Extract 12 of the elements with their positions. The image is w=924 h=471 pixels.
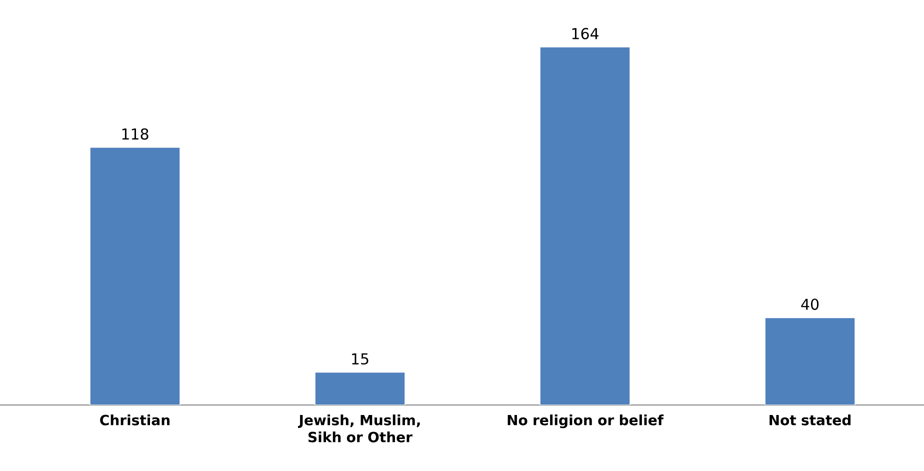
x-tick-label: No religion or belief — [508, 414, 664, 428]
x-tick-label: Not stated — [770, 414, 851, 426]
data-label: 164 — [572, 28, 598, 40]
bar — [764, 317, 856, 405]
data-label: 40 — [801, 298, 819, 310]
x-tick-label: Christian — [100, 414, 170, 426]
bar — [540, 46, 630, 405]
x-tick-label: Jewish, Muslim, Sikh or Other — [298, 414, 420, 442]
data-label: 15 — [352, 353, 368, 365]
bar — [90, 147, 180, 405]
bar — [314, 372, 406, 405]
data-label: 118 — [122, 128, 148, 140]
